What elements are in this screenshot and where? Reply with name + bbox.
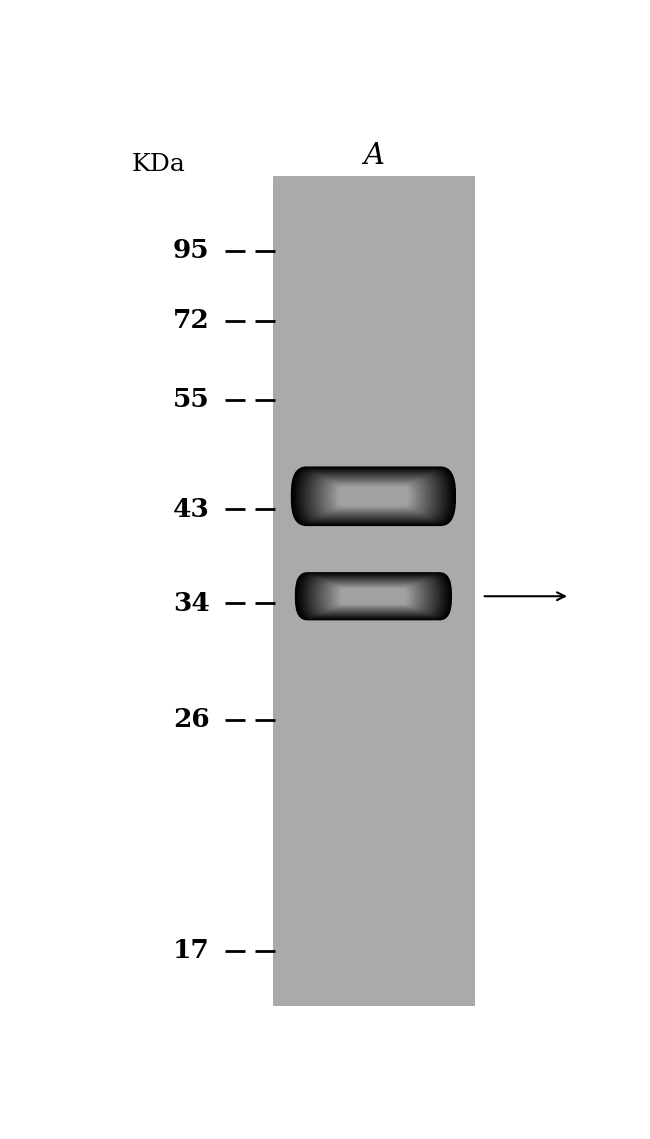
FancyBboxPatch shape: [330, 584, 417, 608]
FancyBboxPatch shape: [323, 480, 424, 513]
FancyBboxPatch shape: [293, 467, 454, 525]
FancyBboxPatch shape: [307, 576, 440, 616]
FancyBboxPatch shape: [301, 470, 446, 522]
FancyBboxPatch shape: [311, 577, 436, 614]
FancyBboxPatch shape: [335, 587, 412, 606]
FancyBboxPatch shape: [320, 480, 426, 514]
FancyBboxPatch shape: [318, 581, 428, 612]
FancyBboxPatch shape: [314, 579, 433, 614]
FancyBboxPatch shape: [318, 478, 429, 515]
FancyBboxPatch shape: [304, 575, 443, 617]
FancyBboxPatch shape: [291, 467, 456, 526]
FancyBboxPatch shape: [297, 573, 450, 620]
FancyBboxPatch shape: [308, 474, 439, 518]
Text: 34: 34: [173, 591, 210, 616]
FancyBboxPatch shape: [328, 584, 419, 608]
FancyBboxPatch shape: [323, 582, 424, 611]
FancyBboxPatch shape: [320, 581, 426, 612]
FancyBboxPatch shape: [273, 177, 474, 1005]
FancyBboxPatch shape: [300, 574, 447, 618]
Text: 72: 72: [173, 309, 210, 334]
FancyBboxPatch shape: [298, 469, 448, 523]
FancyBboxPatch shape: [311, 475, 436, 518]
Text: 43: 43: [173, 497, 210, 522]
FancyBboxPatch shape: [335, 485, 411, 507]
FancyBboxPatch shape: [326, 481, 421, 511]
FancyBboxPatch shape: [303, 472, 444, 521]
FancyBboxPatch shape: [302, 575, 445, 617]
Text: KDa: KDa: [131, 153, 185, 177]
FancyBboxPatch shape: [316, 477, 431, 516]
FancyBboxPatch shape: [340, 588, 407, 605]
FancyBboxPatch shape: [330, 483, 417, 509]
Text: 17: 17: [173, 939, 210, 964]
Text: 95: 95: [173, 238, 210, 263]
FancyBboxPatch shape: [337, 588, 410, 605]
FancyBboxPatch shape: [333, 585, 414, 607]
FancyBboxPatch shape: [295, 572, 452, 621]
FancyBboxPatch shape: [313, 476, 434, 517]
FancyBboxPatch shape: [306, 473, 441, 519]
FancyBboxPatch shape: [328, 482, 419, 510]
FancyBboxPatch shape: [338, 486, 409, 506]
FancyBboxPatch shape: [333, 484, 414, 508]
FancyBboxPatch shape: [309, 577, 438, 615]
FancyBboxPatch shape: [316, 580, 431, 613]
FancyBboxPatch shape: [296, 468, 451, 524]
Text: A: A: [363, 142, 384, 170]
Text: 26: 26: [173, 707, 210, 732]
FancyBboxPatch shape: [326, 583, 421, 609]
Text: 55: 55: [173, 387, 210, 412]
